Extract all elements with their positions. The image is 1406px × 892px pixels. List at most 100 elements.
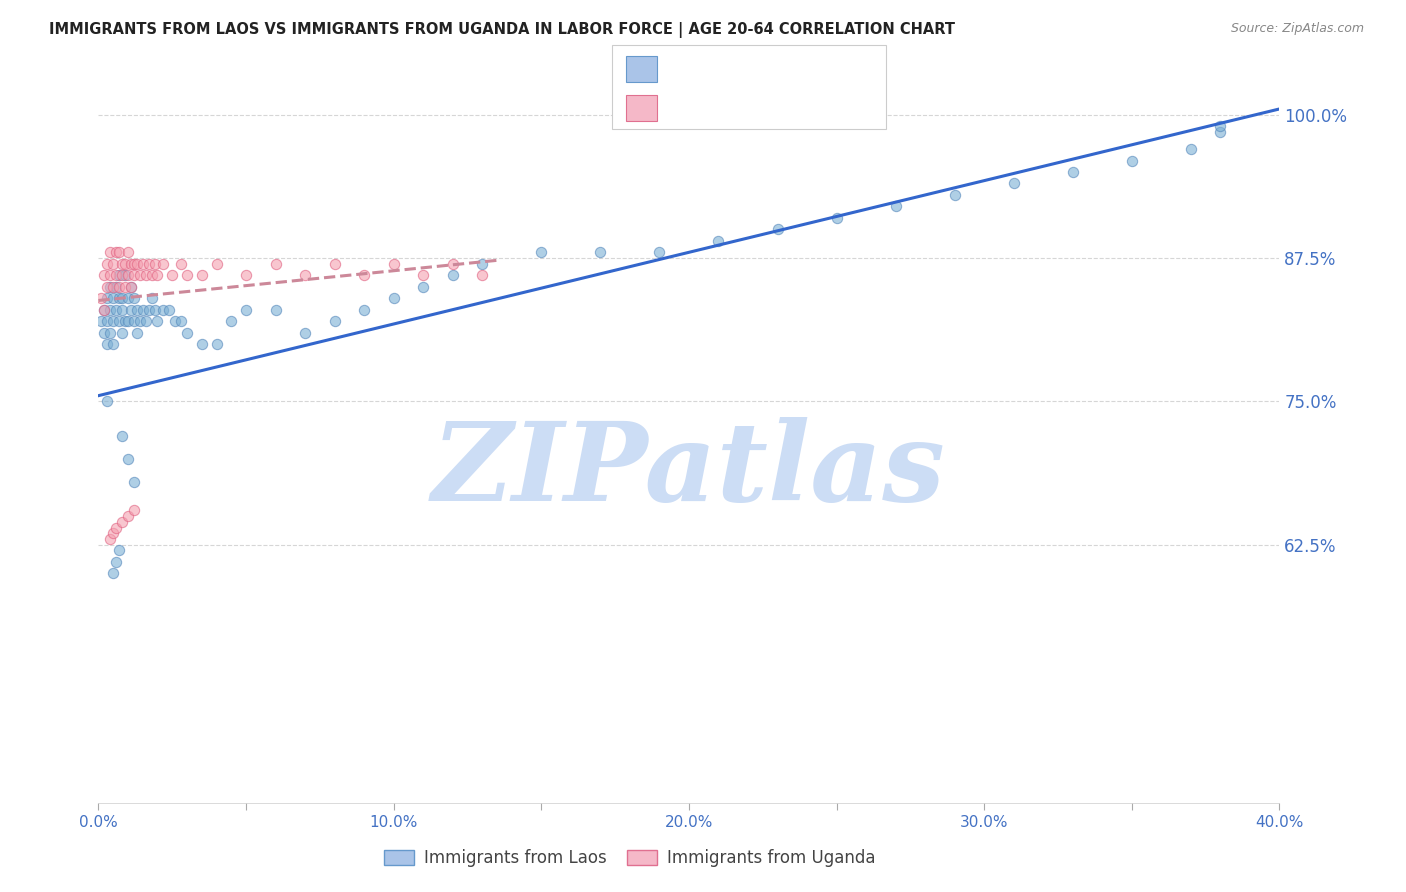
Point xyxy=(122,314,145,328)
Point xyxy=(105,520,128,534)
Text: R =: R = xyxy=(668,62,704,80)
Point xyxy=(382,257,405,271)
Point xyxy=(294,326,316,340)
Point xyxy=(98,326,121,340)
Point xyxy=(114,257,136,271)
Point xyxy=(93,302,115,317)
Point xyxy=(117,268,139,283)
Point xyxy=(162,268,183,283)
Point xyxy=(141,268,163,283)
Point xyxy=(96,314,118,328)
Point xyxy=(138,302,160,317)
Point xyxy=(117,291,139,305)
Point xyxy=(1062,165,1084,179)
Point xyxy=(111,268,134,283)
Text: N =: N = xyxy=(770,62,807,80)
Point xyxy=(146,314,169,328)
Point xyxy=(122,268,145,283)
Point xyxy=(412,268,434,283)
Point xyxy=(96,291,118,305)
Point xyxy=(943,188,966,202)
Point xyxy=(471,268,494,283)
Point xyxy=(103,526,125,541)
Point xyxy=(96,279,118,293)
Point xyxy=(122,257,145,271)
Point xyxy=(141,291,163,305)
Point xyxy=(766,222,789,236)
Point xyxy=(353,268,375,283)
Point xyxy=(191,268,214,283)
Point xyxy=(114,314,136,328)
Point xyxy=(589,245,612,260)
Point xyxy=(93,302,115,317)
Point xyxy=(146,268,169,283)
Point xyxy=(157,302,180,317)
Point xyxy=(132,302,155,317)
Point xyxy=(108,543,131,558)
Point xyxy=(143,257,166,271)
Point xyxy=(98,302,121,317)
Point xyxy=(122,291,145,305)
Point xyxy=(165,314,187,328)
Point xyxy=(117,245,139,260)
Point xyxy=(108,291,131,305)
Point xyxy=(125,302,148,317)
Point xyxy=(96,337,118,351)
Point xyxy=(471,257,494,271)
Point xyxy=(114,268,136,283)
Point xyxy=(103,257,125,271)
Text: 0.250: 0.250 xyxy=(707,102,763,120)
Point xyxy=(176,326,198,340)
Point xyxy=(105,279,128,293)
Point xyxy=(128,268,150,283)
Point xyxy=(90,291,112,305)
Point xyxy=(1209,125,1232,139)
Point xyxy=(128,314,150,328)
Point xyxy=(132,257,155,271)
Point xyxy=(221,314,243,328)
Point xyxy=(135,314,157,328)
Point xyxy=(530,245,553,260)
Point xyxy=(103,314,125,328)
Point xyxy=(120,302,142,317)
Point xyxy=(93,268,115,283)
Point xyxy=(176,268,198,283)
Point xyxy=(707,234,730,248)
Point xyxy=(108,268,131,283)
Point xyxy=(1180,142,1202,156)
Point xyxy=(264,257,287,271)
Point xyxy=(382,291,405,305)
Point xyxy=(98,532,121,546)
Point xyxy=(105,245,128,260)
Point xyxy=(412,279,434,293)
Text: 75: 75 xyxy=(806,62,831,80)
Point xyxy=(111,302,134,317)
Point xyxy=(323,314,346,328)
Point xyxy=(117,451,139,466)
Point xyxy=(105,302,128,317)
Point xyxy=(648,245,671,260)
Point xyxy=(105,268,128,283)
Point xyxy=(103,279,125,293)
Point xyxy=(353,302,375,317)
Point xyxy=(96,257,118,271)
Point xyxy=(125,257,148,271)
Point xyxy=(93,326,115,340)
Text: IMMIGRANTS FROM LAOS VS IMMIGRANTS FROM UGANDA IN LABOR FORCE | AGE 20-64 CORREL: IMMIGRANTS FROM LAOS VS IMMIGRANTS FROM … xyxy=(49,22,955,38)
Text: Source: ZipAtlas.com: Source: ZipAtlas.com xyxy=(1230,22,1364,36)
Point xyxy=(96,394,118,409)
Point xyxy=(205,337,228,351)
Point xyxy=(111,291,134,305)
Point xyxy=(122,475,145,489)
Point xyxy=(152,257,174,271)
Point xyxy=(191,337,214,351)
Point xyxy=(1121,153,1143,168)
Point xyxy=(108,314,131,328)
Point xyxy=(98,245,121,260)
Point xyxy=(825,211,848,225)
Legend: Immigrants from Laos, Immigrants from Uganda: Immigrants from Laos, Immigrants from Ug… xyxy=(378,843,882,874)
Point xyxy=(135,268,157,283)
Text: ZIPatlas: ZIPatlas xyxy=(432,417,946,524)
Point xyxy=(120,257,142,271)
Point xyxy=(1002,177,1025,191)
